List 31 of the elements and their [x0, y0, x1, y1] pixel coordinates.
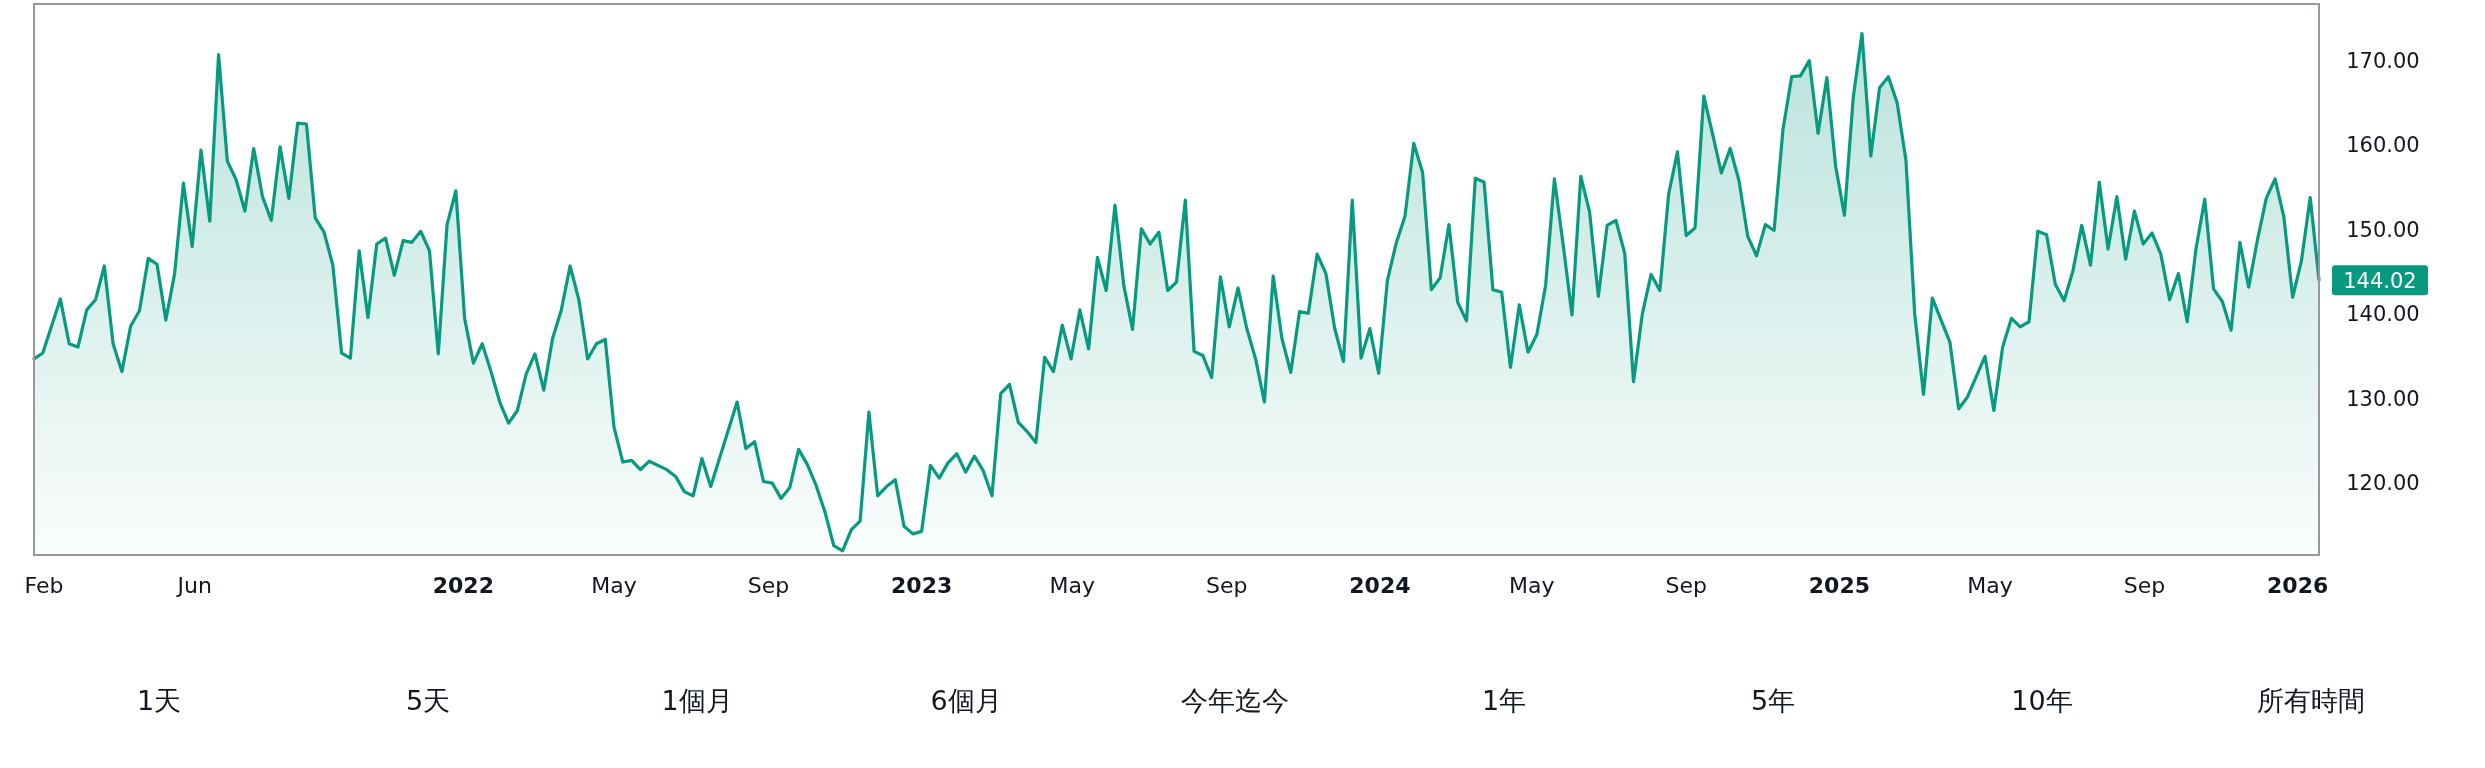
x-tick-label: Sep — [1205, 573, 1248, 598]
x-tick-label: 2026 — [2267, 573, 2329, 598]
annotation: 144.02 — [2343, 269, 2417, 294]
text: 1個月 — [661, 685, 733, 716]
x-tick-label: 2023 — [891, 573, 953, 598]
x-tick-label: May — [1967, 573, 2013, 598]
x-tick-label: May — [1049, 573, 1096, 598]
y-tick-label: 170.00 — [2346, 48, 2420, 73]
y-tick-label: 160.00 — [2346, 133, 2420, 158]
x-tick-label: May — [591, 573, 637, 598]
y-tick-label: 130.00 — [2346, 386, 2420, 411]
x-tick-label: Sep — [1665, 573, 1707, 598]
x-tick-label: 2022 — [432, 573, 494, 598]
text: 5天 — [405, 685, 451, 716]
x-tick-label: Feb — [24, 573, 64, 598]
text: 所有時間 — [2257, 685, 2365, 716]
text: 6個月 — [930, 685, 1002, 716]
text: 今年迄今 — [1181, 685, 1289, 716]
y-tick-label: 140.00 — [2346, 302, 2420, 327]
y-tick-label: 150.00 — [2346, 217, 2420, 242]
x-tick-label: 2025 — [1808, 573, 1871, 598]
y-tick-label: 120.00 — [2346, 471, 2420, 496]
x-tick-label: 2024 — [1349, 573, 1411, 598]
text: 5年 — [1750, 685, 1796, 716]
text: 10年 — [2011, 685, 2073, 716]
x-tick-label: Jun — [175, 573, 212, 598]
x-tick-label: Sep — [2123, 573, 2166, 598]
x-tick-label: May — [1509, 573, 1555, 598]
text: 1天 — [136, 685, 182, 716]
x-tick-label: Sep — [747, 573, 790, 598]
text: 1年 — [1481, 685, 1527, 716]
